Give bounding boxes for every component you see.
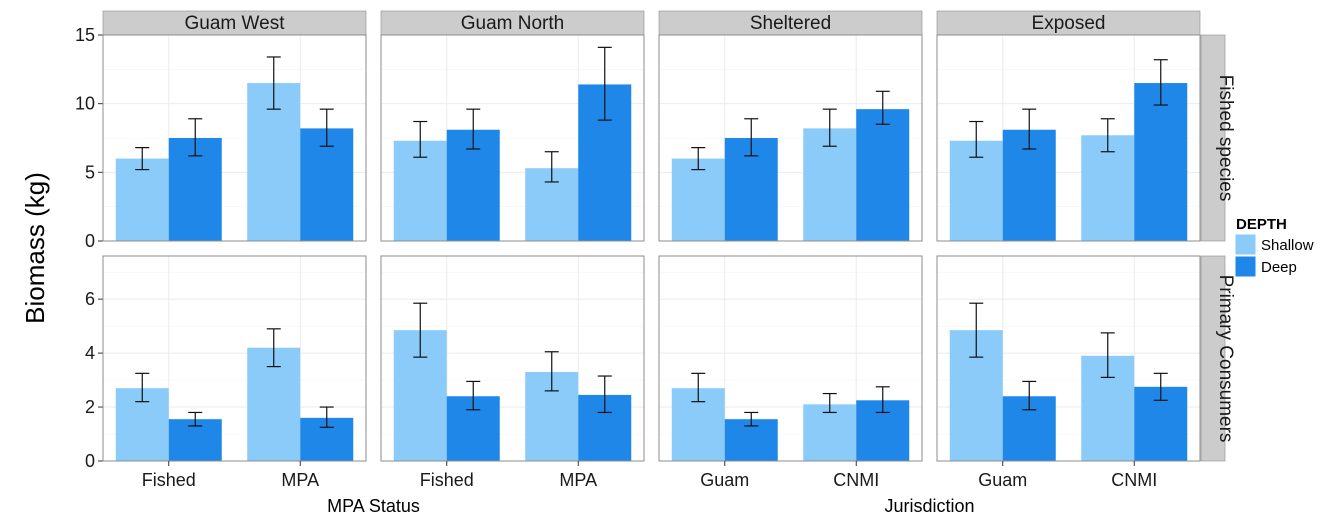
facet-strip-label-3: Exposed — [1032, 13, 1106, 34]
panel-border-0 — [102, 34, 367, 242]
legend-label-deep: Deep — [1261, 259, 1297, 276]
bar-shallow-cnmi — [803, 128, 857, 241]
facet-strip-1 — [380, 10, 645, 36]
x-tick-label-guam: Guam — [978, 470, 1027, 490]
y-tick-label-0-1: 5 — [85, 162, 95, 182]
x-axis-title-0: MPA Status — [327, 496, 420, 516]
facet-strip-2 — [658, 10, 923, 36]
y-tick-label-1-0: 0 — [85, 451, 95, 471]
row-strip-label-0: Fished species — [1215, 75, 1236, 202]
bar-shallow-cnmi — [803, 404, 857, 461]
bar-deep-cnmi — [1134, 83, 1188, 241]
legend-title: DEPTH — [1236, 216, 1287, 233]
y-tick-label-1-2: 4 — [85, 343, 95, 363]
y-tick-label-0-0: 0 — [85, 231, 95, 251]
facet-strip-label-1: Guam North — [461, 13, 564, 34]
legend-swatch-deep — [1234, 255, 1257, 278]
bar-shallow-cnmi — [1081, 135, 1135, 241]
facet-strip-label-0: Guam West — [185, 13, 286, 34]
bar-deep-cnmi — [856, 109, 910, 241]
panel-border-3 — [936, 34, 1201, 242]
bar-shallow-guam — [671, 158, 725, 241]
facet-strip-label-2: Sheltered — [750, 13, 831, 34]
bar-shallow-fished — [115, 158, 169, 241]
bar-deep-mpa — [300, 128, 354, 241]
facet-strip-0 — [102, 10, 367, 36]
y-axis-title: Biomass (kg) — [20, 172, 50, 324]
x-axis-title-1: Jurisdiction — [884, 496, 974, 516]
x-tick-label-mpa: MPA — [281, 470, 319, 490]
x-tick-label-fished: Fished — [420, 470, 474, 490]
y-tick-label-1-1: 2 — [85, 397, 95, 417]
legend-label-shallow: Shallow — [1261, 237, 1314, 254]
panel-border-1 — [380, 34, 645, 242]
row-strip-label-1: Primary Consumers — [1215, 275, 1236, 443]
x-tick-label-cnmi: CNMI — [833, 470, 879, 490]
x-tick-label-guam: Guam — [700, 470, 749, 490]
facet-strip-3 — [936, 10, 1201, 36]
x-tick-label-fished: Fished — [142, 470, 196, 490]
y-tick-label-1-3: 6 — [85, 289, 95, 309]
x-tick-label-mpa: MPA — [559, 470, 597, 490]
panel-border-6 — [658, 255, 923, 462]
panel-border-4 — [102, 255, 367, 462]
x-tick-label-cnmi: CNMI — [1111, 470, 1157, 490]
legend-swatch-shallow — [1234, 233, 1257, 256]
y-tick-label-0-3: 15 — [75, 25, 95, 45]
panel-border-2 — [658, 34, 923, 242]
row-strip-0 — [1200, 34, 1226, 242]
row-strip-1 — [1200, 255, 1226, 462]
panel-border-7 — [936, 255, 1201, 462]
panel-border-5 — [380, 255, 645, 462]
y-tick-label-0-2: 10 — [75, 94, 95, 114]
